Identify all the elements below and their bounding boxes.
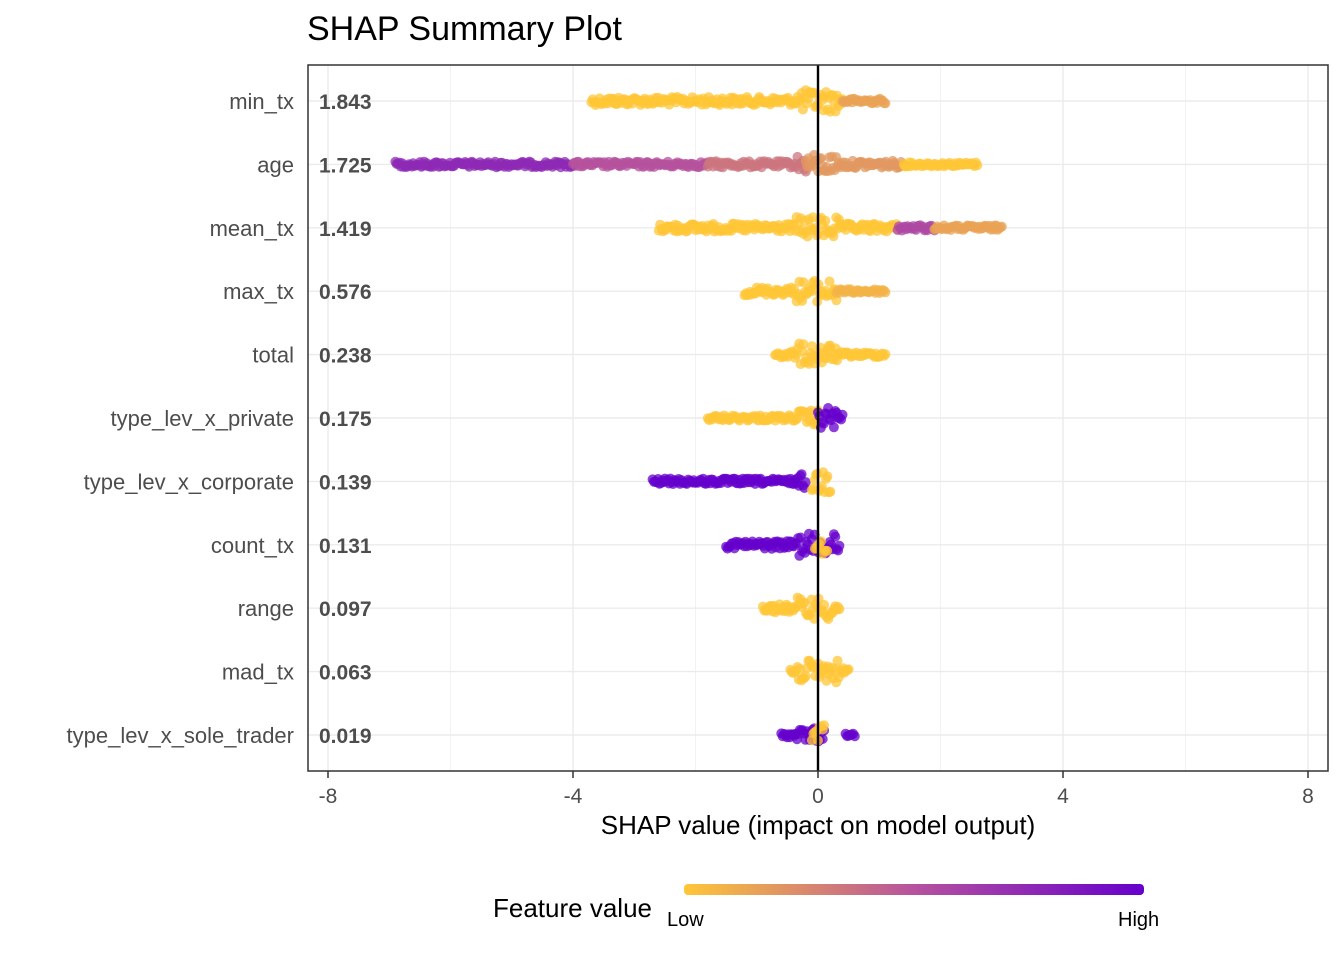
shap-point: [825, 486, 836, 497]
shap-point: [880, 349, 891, 360]
shap-point: [972, 160, 983, 171]
importance-label: 0.131: [319, 535, 372, 558]
importance-labels: 1.843 1.725 1.419 0.576 0.238 0.175 0.139 0.131…: [319, 91, 372, 748]
shap-point: [837, 409, 848, 420]
shap-point: [849, 731, 860, 742]
shap-point: [828, 231, 839, 242]
feature-label: total: [252, 343, 294, 368]
shap-point: [820, 215, 831, 226]
shap-point: [800, 477, 811, 488]
importance-label: 0.097: [319, 598, 372, 621]
color-legend: Feature value Low High: [493, 884, 1159, 931]
feature-label: type_lev_x_sole_trader: [67, 723, 294, 748]
legend-low-label: Low: [667, 909, 704, 931]
shap-point: [798, 339, 809, 350]
shap-point: [796, 469, 807, 480]
shap-point: [880, 287, 891, 298]
shap-point: [800, 671, 811, 682]
shap-point: [819, 599, 830, 610]
feature-label: mean_tx: [210, 216, 294, 241]
x-axis-label: SHAP value (impact on model output): [601, 810, 1036, 840]
importance-label: 0.175: [319, 408, 372, 431]
shap-point: [828, 422, 839, 433]
shap-point: [824, 276, 835, 287]
shap-point: [822, 545, 833, 556]
legend-high-label: High: [1118, 909, 1159, 931]
importance-label: 1.725: [319, 154, 372, 177]
legend-color-bar: [684, 884, 1144, 895]
importance-label: 1.843: [319, 91, 372, 114]
shap-point: [819, 720, 830, 731]
x-tick-label: 0: [812, 785, 824, 808]
shap-point: [832, 655, 843, 666]
feature-label: range: [238, 596, 294, 621]
shap-point: [830, 531, 841, 542]
shap-point: [822, 471, 833, 482]
feature-label: type_lev_x_corporate: [84, 469, 294, 494]
shap-point: [834, 604, 845, 615]
importance-label: 0.576: [319, 281, 372, 304]
legend-title: Feature value: [493, 893, 652, 923]
x-axis-ticks: -8 -4 0 4 8: [319, 771, 1314, 808]
importance-label: 0.019: [319, 725, 372, 748]
importance-label: 1.419: [319, 218, 372, 241]
shap-point: [806, 341, 817, 352]
importance-label: 0.238: [319, 345, 372, 368]
feature-label: age: [257, 152, 294, 177]
feature-label: mad_tx: [222, 660, 294, 685]
feature-label: max_tx: [223, 279, 294, 304]
chart-title: SHAP Summary Plot: [307, 10, 622, 48]
shap-point: [834, 540, 845, 551]
x-tick-label: -8: [319, 785, 338, 808]
feature-label: count_tx: [211, 533, 294, 558]
beeswarm-points: [390, 85, 1007, 747]
x-tick-label: 8: [1302, 785, 1314, 808]
shap-point: [996, 221, 1007, 232]
shap-point: [880, 98, 891, 109]
feature-label: min_tx: [229, 89, 294, 114]
x-tick-label: 4: [1057, 785, 1069, 808]
importance-label: 0.139: [319, 471, 372, 494]
feature-label: type_lev_x_private: [111, 406, 294, 431]
importance-label: 0.063: [319, 662, 372, 685]
shap-point: [843, 664, 854, 675]
x-tick-label: -4: [564, 785, 583, 808]
